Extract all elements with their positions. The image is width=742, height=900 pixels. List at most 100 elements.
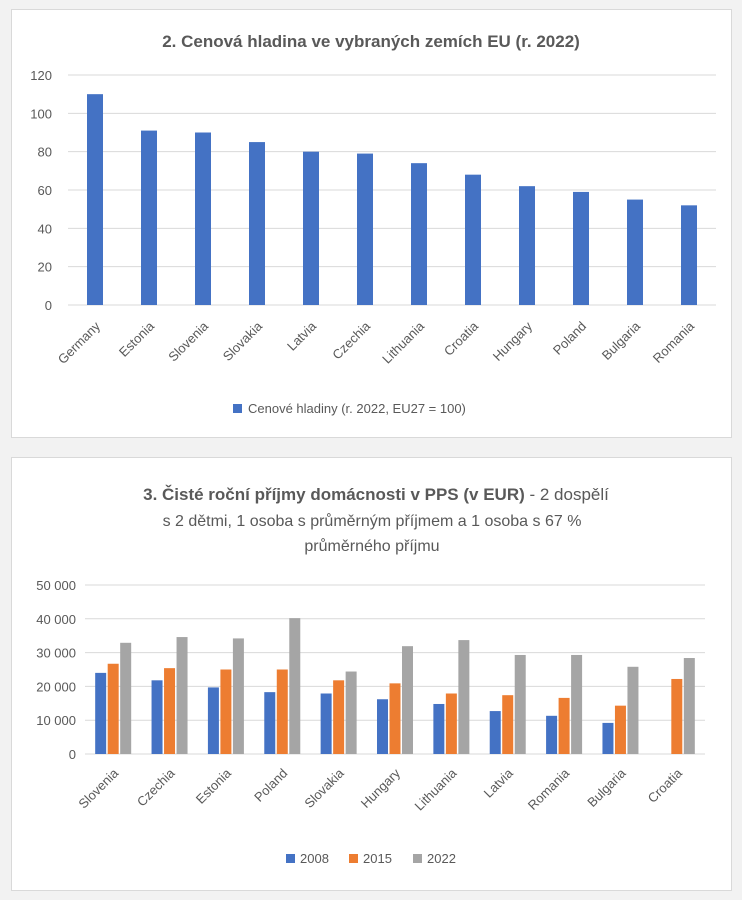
y-tick-label: 0 <box>69 747 76 762</box>
bar-slovenia-2008 <box>95 672 107 754</box>
x-tick-label: Croatia <box>441 318 482 359</box>
x-tick-label: Latvia <box>481 765 517 801</box>
bar-czechia <box>357 153 373 305</box>
x-tick-label: Poland <box>251 766 290 805</box>
y-tick-label: 100 <box>30 106 52 121</box>
chart-title-line2: s 2 dětmi, 1 osoba s průměrným příjmem a… <box>163 512 582 530</box>
bar-latvia-2008 <box>489 711 501 754</box>
bar-romania-2015 <box>558 697 570 754</box>
bar-lithuania-2015 <box>445 693 457 754</box>
x-tick-label: Lithuania <box>412 765 460 813</box>
household-income-chart: 3. Čisté roční příjmy domácnosti v PPS (… <box>36 485 705 866</box>
y-tick-label: 0 <box>45 298 52 313</box>
x-tick-label: Slovenia <box>75 765 121 811</box>
legend-label-2022: 2022 <box>427 851 456 866</box>
bar-hungary <box>519 186 535 305</box>
bar-bulgaria-2015 <box>614 705 626 754</box>
legend-swatch-2008 <box>286 854 295 863</box>
y-tick-label: 120 <box>30 68 52 83</box>
y-tick-label: 80 <box>38 145 52 160</box>
x-tick-label: Czechia <box>329 318 373 362</box>
bar-czechia-2015 <box>164 668 176 754</box>
bar-poland-2015 <box>276 669 288 754</box>
bar-latvia-2015 <box>502 695 514 754</box>
bar-slovenia <box>195 132 211 305</box>
x-tick-label: Estonia <box>193 765 235 807</box>
bar-romania <box>681 205 697 305</box>
bar-slovenia-2015 <box>107 663 119 754</box>
y-tick-label: 10 000 <box>36 713 76 728</box>
x-tick-label: Estonia <box>116 318 158 360</box>
bar-lithuania-2008 <box>433 703 445 754</box>
legend-swatch-2022 <box>413 854 422 863</box>
bar-croatia-2015 <box>671 678 683 754</box>
bar-latvia <box>303 151 319 305</box>
x-tick-label: Bulgaria <box>599 318 644 363</box>
x-tick-label: Slovakia <box>301 765 347 811</box>
bar-estonia-2022 <box>232 638 244 754</box>
household-income-chart-panel: 3. Čisté roční příjmy domácnosti v PPS (… <box>11 457 732 891</box>
bar-czechia-2022 <box>176 637 188 754</box>
bar-latvia-2022 <box>514 654 526 754</box>
y-tick-label: 40 <box>38 221 52 236</box>
legend-label-2008: 2008 <box>300 851 329 866</box>
legend-label: Cenové hladiny (r. 2022, EU27 = 100) <box>248 401 466 416</box>
x-tick-label: Latvia <box>284 318 320 354</box>
chart-title-rest: - 2 dospělí <box>525 485 609 504</box>
bar-estonia <box>141 130 157 305</box>
x-tick-label: Romania <box>650 318 698 366</box>
bar-slovakia-2022 <box>345 671 357 754</box>
bar-poland <box>573 191 589 305</box>
bar-romania-2008 <box>546 715 558 754</box>
y-tick-label: 20 000 <box>36 679 76 694</box>
y-tick-label: 30 000 <box>36 646 76 661</box>
bar-lithuania-2022 <box>458 640 470 754</box>
bar-estonia-2008 <box>207 687 219 754</box>
bar-romania-2022 <box>571 654 583 754</box>
bar-slovakia <box>249 142 265 305</box>
bar-poland-2008 <box>264 692 276 754</box>
bar-hungary-2015 <box>389 683 401 754</box>
y-tick-label: 20 <box>38 260 52 275</box>
x-tick-label: Hungary <box>490 318 536 364</box>
y-tick-label: 40 000 <box>36 612 76 627</box>
x-tick-label: Czechia <box>134 765 178 809</box>
x-tick-label: Lithuania <box>379 318 427 366</box>
x-tick-label: Germany <box>55 318 104 367</box>
legend-swatch <box>233 404 242 413</box>
bar-bulgaria-2008 <box>602 722 614 754</box>
bar-bulgaria <box>627 199 643 305</box>
x-tick-label: Bulgaria <box>584 765 629 810</box>
chart-legend: Cenové hladiny (r. 2022, EU27 = 100) <box>233 401 466 416</box>
chart-title: 3. Čisté roční příjmy domácnosti v PPS (… <box>143 485 609 504</box>
bar-bulgaria-2022 <box>627 666 639 754</box>
bar-croatia-2022 <box>683 658 695 754</box>
bar-germany <box>87 94 103 306</box>
chart-title: 2. Cenová hladina ve vybraných zemích EU… <box>162 32 580 51</box>
price-level-chart-panel: 2. Cenová hladina ve vybraných zemích EU… <box>11 9 732 438</box>
bar-slovakia-2015 <box>333 680 345 754</box>
bar-slovenia-2022 <box>120 642 132 754</box>
x-tick-label: Slovenia <box>165 318 211 364</box>
bar-slovakia-2008 <box>320 693 332 754</box>
bar-poland-2022 <box>289 618 301 754</box>
x-tick-label: Hungary <box>358 765 404 811</box>
x-tick-label: Romania <box>525 765 573 813</box>
y-tick-label: 60 <box>38 183 52 198</box>
bar-estonia-2015 <box>220 669 232 754</box>
chart-title-bold: 3. Čisté roční příjmy domácnosti v PPS (… <box>143 485 525 504</box>
bar-croatia <box>465 174 481 305</box>
x-tick-label: Croatia <box>645 765 686 806</box>
x-tick-label: Poland <box>550 319 589 358</box>
bar-lithuania <box>411 163 427 305</box>
x-tick-label: Slovakia <box>220 318 266 364</box>
legend-swatch-2015 <box>349 854 358 863</box>
bar-hungary-2022 <box>402 646 413 754</box>
chart-legend: 2008 2015 2022 <box>286 851 456 866</box>
bar-czechia-2008 <box>151 680 163 754</box>
chart-title-line3: průměrného příjmu <box>304 537 439 555</box>
y-tick-label: 50 000 <box>36 578 76 593</box>
price-level-chart: 2. Cenová hladina ve vybraných zemích EU… <box>30 32 716 416</box>
legend-label-2015: 2015 <box>363 851 392 866</box>
bar-hungary-2008 <box>377 699 388 754</box>
